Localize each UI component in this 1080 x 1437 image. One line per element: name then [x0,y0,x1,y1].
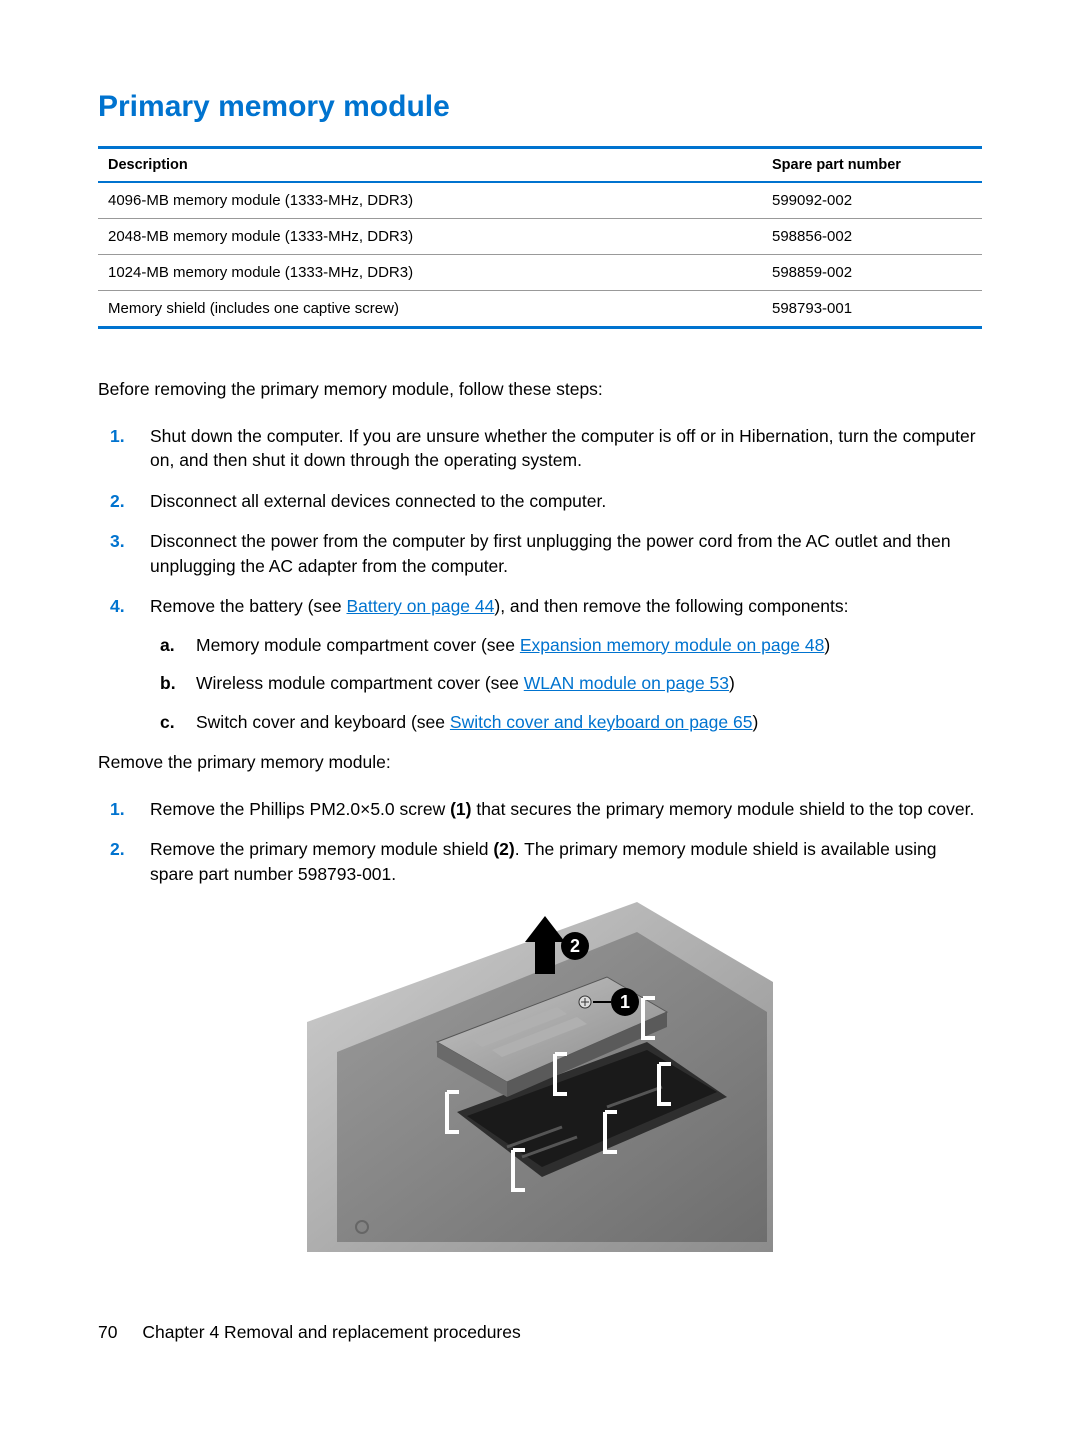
remove-steps-list: Remove the Phillips PM2.0×5.0 screw (1) … [98,797,982,887]
intro-text: Before removing the primary memory modul… [98,377,982,402]
table-row: 1024-MB memory module (1333-MHz, DDR3) 5… [98,255,982,291]
spare-parts-table: Description Spare part number 4096-MB me… [98,146,982,329]
table-header-spn: Spare part number [762,148,982,183]
list-item: Wireless module compartment cover (see W… [196,671,982,696]
svg-text:2: 2 [570,936,580,956]
cell: 598856-002 [762,219,982,255]
callout-badge-1: 1 [611,988,639,1016]
text: Remove the battery (see [150,596,346,616]
screw-icon [579,996,591,1008]
cell: 4096-MB memory module (1333-MHz, DDR3) [98,182,762,219]
chapter-label: Chapter 4 Removal and replacement proced… [142,1322,520,1342]
text: Switch cover and keyboard (see [196,712,450,732]
xref-battery[interactable]: Battery on page 44 [346,596,494,616]
callout-ref: (2) [493,839,514,859]
text: Wireless module compartment cover (see [196,673,524,693]
xref-wlan-module[interactable]: WLAN module on page 53 [524,673,729,693]
callout-badge-2: 2 [561,932,589,960]
text: Remove the primary memory module shield [150,839,493,859]
sub-steps-list: Memory module compartment cover (see Exp… [150,633,982,735]
table-row: Memory shield (includes one captive scre… [98,291,982,328]
text: Remove the Phillips PM2.0×5.0 screw [150,799,450,819]
cell: 599092-002 [762,182,982,219]
section-title: Primary memory module [98,90,982,124]
list-item: Remove the primary memory module shield … [150,837,982,886]
page-footer: 70 Chapter 4 Removal and replacement pro… [98,1322,982,1343]
text: ) [729,673,735,693]
xref-expansion-memory[interactable]: Expansion memory module on page 48 [520,635,825,655]
list-item: Disconnect all external devices connecte… [150,489,982,514]
table-row: 2048-MB memory module (1333-MHz, DDR3) 5… [98,219,982,255]
callout-ref: (1) [450,799,471,819]
figure-memory-shield: 2 1 [307,902,773,1252]
list-item: Remove the Phillips PM2.0×5.0 screw (1) … [150,797,982,822]
list-item: Remove the battery (see Battery on page … [150,594,982,734]
cell: 598793-001 [762,291,982,328]
list-item: Memory module compartment cover (see Exp… [196,633,982,658]
list-item: Shut down the computer. If you are unsur… [150,424,982,473]
cell: 2048-MB memory module (1333-MHz, DDR3) [98,219,762,255]
cell: Memory shield (includes one captive scre… [98,291,762,328]
list-item: Disconnect the power from the computer b… [150,529,982,578]
text: ) [752,712,758,732]
svg-text:1: 1 [620,992,630,1012]
cell: 1024-MB memory module (1333-MHz, DDR3) [98,255,762,291]
text: that secures the primary memory module s… [471,799,974,819]
table-row: 4096-MB memory module (1333-MHz, DDR3) 5… [98,182,982,219]
text: ) [824,635,830,655]
table-header-desc: Description [98,148,762,183]
list-item: Switch cover and keyboard (see Switch co… [196,710,982,735]
text: ), and then remove the following compone… [494,596,848,616]
remove-intro: Remove the primary memory module: [98,750,982,775]
xref-switch-cover[interactable]: Switch cover and keyboard on page 65 [450,712,753,732]
cell: 598859-002 [762,255,982,291]
prep-steps-list: Shut down the computer. If you are unsur… [98,424,982,735]
text: Memory module compartment cover (see [196,635,520,655]
page-number: 70 [98,1322,117,1342]
